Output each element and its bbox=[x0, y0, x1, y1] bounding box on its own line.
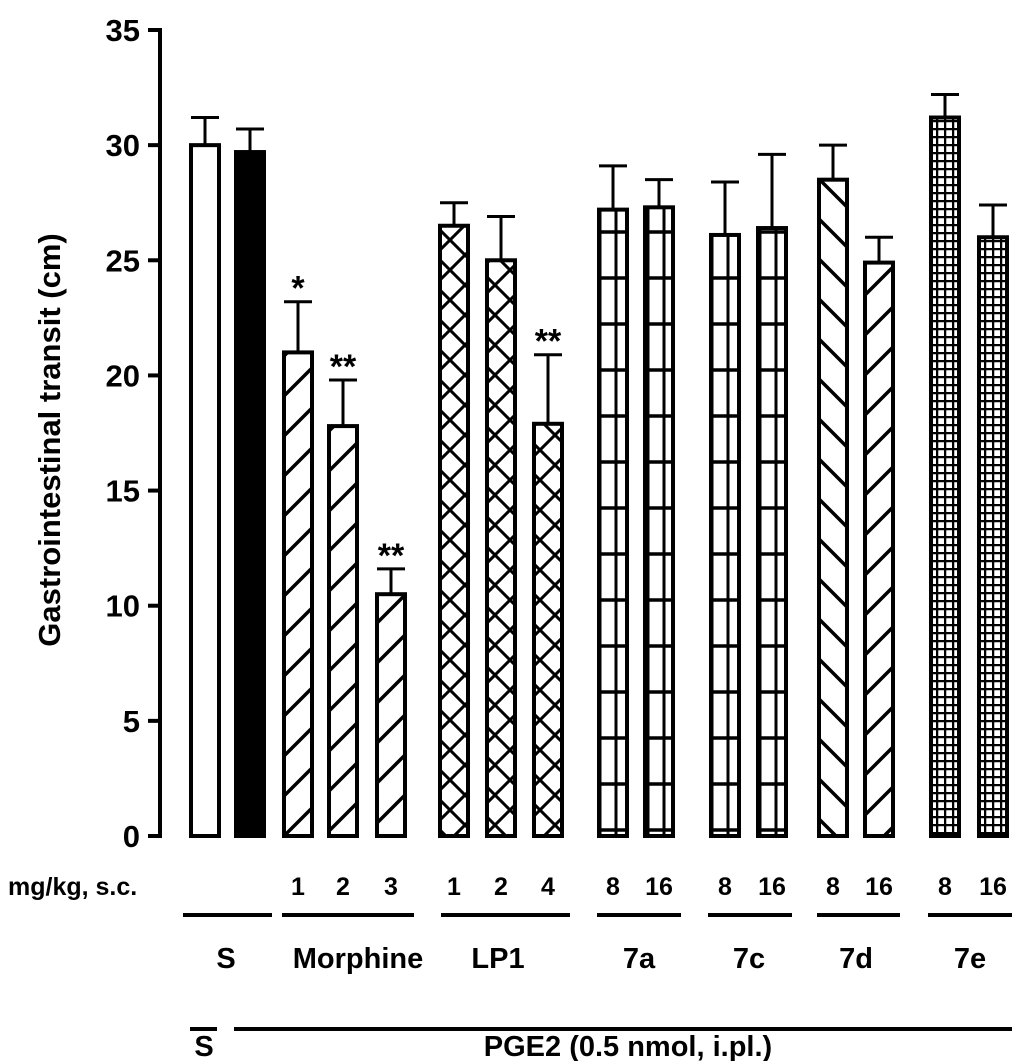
y-tick-label: 35 bbox=[106, 13, 140, 48]
y-tick-label: 0 bbox=[123, 819, 140, 854]
bar bbox=[863, 260, 895, 838]
bars bbox=[189, 115, 1009, 839]
bar bbox=[234, 150, 266, 838]
significance-marker: * bbox=[291, 270, 305, 308]
bar bbox=[485, 258, 517, 838]
group-label: 7d bbox=[839, 943, 873, 975]
dose-label: 2 bbox=[336, 873, 350, 901]
y-tick-labels: 0 5 10 15 20 25 30 35 bbox=[106, 13, 140, 854]
dose-label: 8 bbox=[718, 873, 732, 901]
significance-marker: ** bbox=[535, 323, 562, 361]
bar bbox=[929, 115, 961, 839]
dose-label: 4 bbox=[541, 873, 555, 901]
bar bbox=[532, 421, 564, 838]
dose-label: 8 bbox=[826, 873, 840, 901]
dose-label: 1 bbox=[291, 873, 305, 901]
significance-marker: ** bbox=[330, 348, 357, 386]
bar bbox=[597, 207, 629, 838]
group-label: S bbox=[216, 943, 235, 975]
significance-marker: ** bbox=[378, 537, 405, 575]
y-tick-label: 25 bbox=[106, 243, 140, 278]
bar bbox=[375, 592, 407, 839]
y-tick-label: 15 bbox=[106, 474, 140, 509]
dose-label: 16 bbox=[758, 873, 786, 901]
y-tick-label: 5 bbox=[123, 704, 140, 739]
bar bbox=[709, 232, 741, 838]
y-axis bbox=[148, 28, 162, 838]
group-labels: S Morphine LP1 7a 7c 7d 7e bbox=[216, 943, 986, 975]
dose-labels: 1 2 3 1 2 4 8 16 8 16 8 16 8 16 bbox=[291, 873, 1007, 901]
group-label: LP1 bbox=[471, 943, 524, 975]
significance-markers: ******* bbox=[291, 270, 562, 575]
dose-label: 16 bbox=[979, 873, 1007, 901]
y-tick-label: 30 bbox=[106, 128, 140, 163]
y-tick-label: 10 bbox=[106, 589, 140, 624]
dose-label: 16 bbox=[645, 873, 673, 901]
bar bbox=[282, 350, 314, 838]
y-axis-label: Gastrointestinal transit (cm) bbox=[32, 233, 67, 646]
bar bbox=[977, 235, 1009, 838]
dose-label: 8 bbox=[938, 873, 952, 901]
dose-label: 2 bbox=[494, 873, 508, 901]
group-label: 7e bbox=[954, 943, 986, 975]
dose-header: mg/kg, s.c. bbox=[8, 873, 137, 901]
bar bbox=[643, 205, 675, 838]
bar bbox=[438, 223, 470, 838]
bottom-right-label: PGE2 (0.5 nmol, i.pl.) bbox=[484, 1031, 772, 1061]
bar bbox=[189, 143, 221, 838]
group-label: 7a bbox=[623, 943, 656, 975]
error-bars bbox=[191, 92, 1007, 595]
dose-label: 8 bbox=[606, 873, 620, 901]
y-tick-label: 20 bbox=[106, 358, 140, 393]
bar bbox=[817, 177, 849, 838]
dose-label: 16 bbox=[865, 873, 893, 901]
bottom-left-label: S bbox=[194, 1031, 213, 1061]
bar bbox=[327, 424, 359, 838]
dose-label: 3 bbox=[384, 873, 398, 901]
dose-label: 1 bbox=[447, 873, 461, 901]
bar bbox=[756, 226, 788, 838]
group-label: 7c bbox=[733, 943, 765, 975]
group-label: Morphine bbox=[293, 943, 424, 975]
